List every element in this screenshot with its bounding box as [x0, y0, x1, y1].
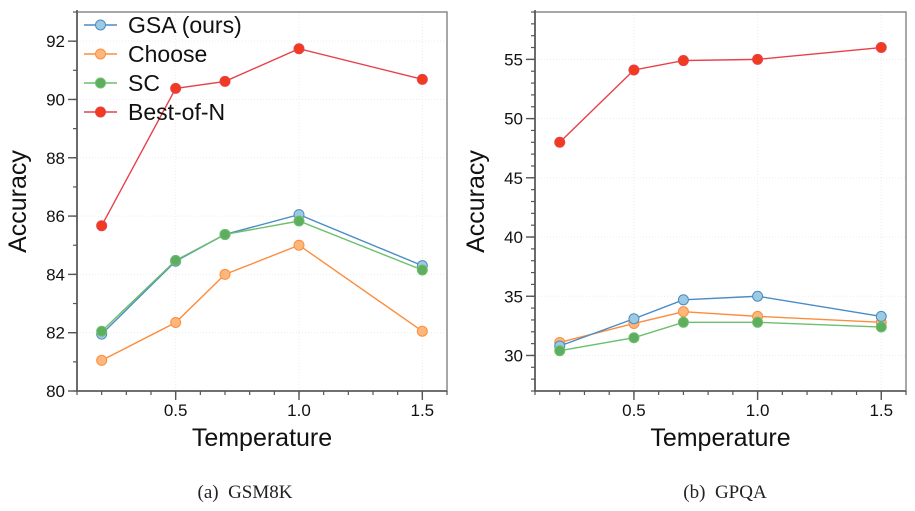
- data-point-sc: [293, 215, 305, 227]
- data-point-best-of-n: [293, 43, 305, 55]
- x-tick-label: 1.5: [411, 401, 435, 420]
- data-point-choose: [293, 239, 305, 251]
- y-tick-label: 30: [504, 346, 523, 365]
- legend-label-choose: Choose: [128, 41, 207, 67]
- data-point-choose: [219, 268, 231, 280]
- data-point-gsa-ours: [875, 310, 887, 322]
- legend-label-best-of-n: Best-of-N: [128, 99, 225, 125]
- x-tick-label: 1.0: [746, 401, 770, 420]
- chart-gpqa: 30 35 40 45 50 55 0.5 1.0 1.5 Temperature Accuracy: [462, 10, 907, 452]
- data-point-choose: [677, 306, 689, 318]
- series-line-sc: [559, 321, 882, 352]
- data-point-choose: [96, 354, 108, 366]
- y-tick-label: 35: [504, 287, 523, 306]
- y-tick-label: 88: [46, 149, 65, 168]
- x-axis-label: Temperature: [192, 424, 332, 452]
- caption-gsm8k: (a) GSM8K: [198, 482, 293, 503]
- y-tick-label: 40: [504, 228, 523, 247]
- x-tick-label: 0.5: [622, 401, 646, 420]
- y-tick-label: 50: [504, 110, 523, 129]
- legend-marker-gsa-ours: [95, 19, 106, 31]
- y-tick-label: 45: [504, 169, 523, 188]
- data-point-best-of-n: [677, 55, 689, 67]
- y-tick-label: 82: [46, 324, 65, 343]
- y-axis-label: Accuracy: [4, 150, 32, 253]
- data-point-sc: [677, 316, 689, 328]
- y-tick-label: 90: [46, 90, 65, 109]
- plot-frame: [76, 11, 448, 392]
- data-point-best-of-n: [170, 82, 182, 94]
- legend-marker-best-of-n: [95, 106, 106, 118]
- data-point-gsa-ours: [628, 313, 640, 325]
- data-point-sc: [752, 316, 764, 328]
- x-tick-label: 1.0: [287, 401, 311, 420]
- data-point-sc: [170, 254, 182, 266]
- data-point-gsa-ours: [752, 290, 764, 302]
- data-point-best-of-n: [219, 75, 231, 87]
- data-point-sc: [219, 228, 231, 240]
- series-line-gsa-ours: [559, 295, 882, 347]
- data-point-best-of-n: [875, 42, 887, 54]
- y-axis-label: Accuracy: [462, 150, 490, 253]
- chart-gsm8k: 80 82 84 86 88 90 92 0.5 1.0 1.5 Temperature Accura…: [4, 10, 448, 452]
- series-line-choose: [101, 244, 423, 362]
- y-tick-label: 80: [46, 382, 65, 401]
- y-tick-label: 84: [46, 265, 65, 284]
- legend-label-sc: SC: [128, 70, 160, 96]
- y-tick-label: 55: [504, 50, 523, 69]
- data-point-sc: [875, 321, 887, 333]
- legend-label-gsa-ours: GSA (ours): [128, 12, 242, 38]
- data-point-choose: [416, 325, 428, 337]
- series-line-choose: [559, 310, 882, 344]
- x-tick-label: 1.5: [869, 401, 893, 420]
- data-point-best-of-n: [96, 220, 108, 232]
- data-point-sc: [96, 325, 108, 337]
- x-axis-label: Temperature: [650, 424, 790, 452]
- legend-marker-choose: [95, 48, 106, 60]
- data-point-best-of-n: [416, 73, 428, 85]
- caption-gpqa: (b) GPQA: [683, 482, 767, 503]
- data-point-gsa-ours: [677, 294, 689, 306]
- legend-marker-sc: [95, 77, 106, 89]
- data-point-choose: [170, 316, 182, 328]
- data-point-best-of-n: [752, 53, 764, 65]
- data-point-best-of-n: [628, 64, 640, 76]
- x-tick-label: 0.5: [164, 401, 188, 420]
- data-point-best-of-n: [554, 136, 566, 148]
- data-point-sc: [554, 345, 566, 357]
- legend: GSA (ours) Choose SC Best-of-N: [84, 12, 242, 125]
- data-point-sc: [628, 332, 640, 344]
- y-tick-label: 86: [46, 207, 65, 226]
- data-point-sc: [416, 264, 428, 276]
- series-line-sc: [101, 220, 423, 332]
- series-line-best-of-n: [559, 46, 882, 143]
- y-tick-label: 92: [46, 32, 65, 51]
